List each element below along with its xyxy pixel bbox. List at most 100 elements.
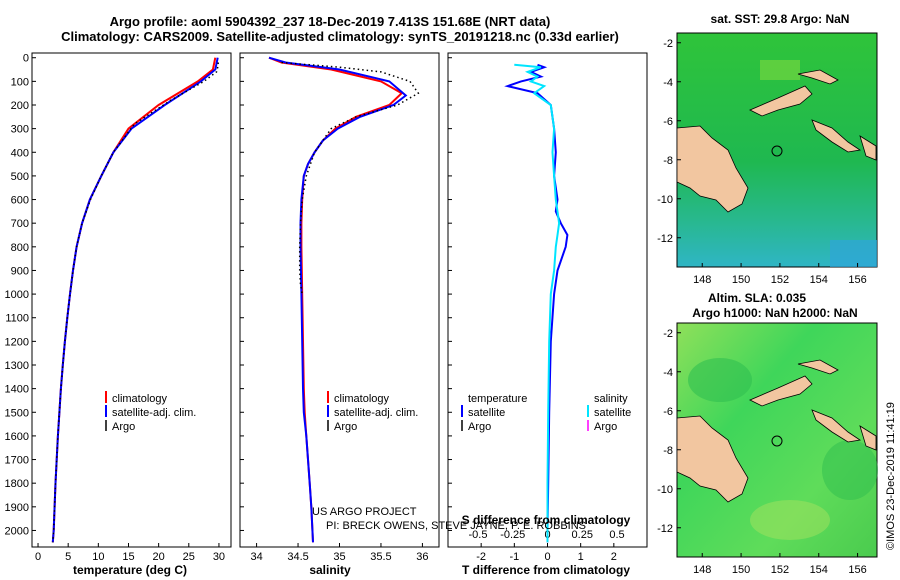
depth-tick-label: 1500 <box>5 407 29 419</box>
land-new-guinea <box>676 415 749 503</box>
legend-s-argo: Argo <box>594 421 617 433</box>
land-new-britain <box>749 85 813 117</box>
s-diff-tick-label: 0.5 <box>609 529 624 541</box>
depth-tick-label: 0 <box>23 53 29 65</box>
salinity-panel <box>239 52 440 548</box>
lat-tick-label: -12 <box>657 523 673 535</box>
lat-tick-label: -4 <box>663 367 673 379</box>
lon-tick-label: 152 <box>771 564 789 576</box>
legend-climatology: climatology <box>112 393 168 405</box>
depth-tick-label: 900 <box>11 265 29 277</box>
legend-climatology: climatology <box>334 393 390 405</box>
legend-argo: Argo <box>112 421 135 433</box>
lat-tick-label: -2 <box>663 328 673 340</box>
legend-t-argo: Argo <box>468 421 491 433</box>
series-argo <box>52 62 220 543</box>
series-satellite-adj-clim- <box>268 56 408 543</box>
credit-pi: PI: BRECK OWENS, STEVE JAYNE, P. E. ROBB… <box>326 520 586 532</box>
series-salinity-satellite <box>514 63 561 543</box>
legend-t-satellite: satellite <box>468 407 505 419</box>
depth-tick-label: 1200 <box>5 336 29 348</box>
credit-project: US ARGO PROJECT <box>312 506 417 518</box>
figure-title-line1: Argo profile: aoml 5904392_237 18-Dec-20… <box>110 14 551 29</box>
sla-map <box>676 322 878 558</box>
legend-salinity-title: salinity <box>594 393 628 405</box>
argo-float-marker <box>771 145 783 157</box>
x-tick-label: -1 <box>509 551 519 563</box>
x-tick-label: 34 <box>250 551 262 563</box>
temperature-axis-label: temperature (deg C) <box>73 563 187 577</box>
land-new-britain <box>749 375 813 407</box>
s-diff-tick-label: -0.25 <box>500 529 525 541</box>
lon-tick-label: 156 <box>848 274 866 286</box>
series-satellite-adj-clim- <box>51 57 219 543</box>
lon-tick-label: 156 <box>848 564 866 576</box>
lon-tick-label: 148 <box>693 274 711 286</box>
x-tick-label: -2 <box>476 551 486 563</box>
x-tick-label: 2 <box>611 551 617 563</box>
x-tick-label: 0 <box>544 551 550 563</box>
series-temperature-satellite <box>504 63 569 543</box>
depth-tick-label: 1300 <box>5 360 29 372</box>
map-top-title: sat. SST: 29.8 Argo: NaN <box>711 12 850 26</box>
land-bougainville <box>811 119 862 153</box>
x-ticks: 0 5 10 15 20 25 30 34 34.5 35 35.5 36 -2 -1 0 1 2 -0.5 -0.… <box>35 529 625 563</box>
x-tick-label: 25 <box>183 551 195 563</box>
lat-tick-label: -6 <box>663 406 673 418</box>
x-tick-label: 5 <box>65 551 71 563</box>
lat-tick-label: -10 <box>657 194 673 206</box>
lat-tick-label: -8 <box>663 155 673 167</box>
land-new-ireland <box>797 359 839 375</box>
depth-tick-label: 400 <box>11 147 29 159</box>
depth-tick-label: 1600 <box>5 431 29 443</box>
sla-eddy-1 <box>688 358 752 402</box>
depth-tick-label: 200 <box>11 100 29 112</box>
t-diff-axis-label: T difference from climatology <box>462 563 630 577</box>
lat-tick-label: -2 <box>663 38 673 50</box>
x-tick-label: 10 <box>92 551 104 563</box>
s-diff-tick-label: 0.25 <box>572 529 593 541</box>
salinity-axis-label: salinity <box>309 563 351 577</box>
lon-tick-label: 154 <box>810 274 828 286</box>
s-diff-axis-label: S difference from climatology <box>462 513 631 527</box>
imos-stamp: ©IMOS 23-Dec-2019 11:41:19 <box>885 402 897 550</box>
sla-eddy-2 <box>822 440 878 500</box>
legend-satellite: satellite-adj. clim. <box>112 407 196 419</box>
argo-float-marker <box>771 435 783 447</box>
x-tick-label: 35.5 <box>370 551 391 563</box>
profile-series <box>51 56 569 543</box>
depth-tick-label: 1000 <box>5 289 29 301</box>
map-bottom-title2: Argo h1000: NaN h2000: NaN <box>692 306 857 320</box>
figure-title-line2: Climatology: CARS2009. Satellite-adjuste… <box>61 29 619 44</box>
lon-tick-label: 148 <box>693 564 711 576</box>
legend-argo: Argo <box>334 421 357 433</box>
map-top-axes: -2 -4 -6 -8 -10 -12 148 150 152 154 156 <box>657 38 867 286</box>
sst-warm-patch <box>760 60 800 80</box>
lon-tick-label: 154 <box>810 564 828 576</box>
depth-tick-label: 1100 <box>5 313 29 325</box>
temperature-legend: climatology satellite-adj. clim. Argo <box>105 391 196 433</box>
difference-panel <box>447 52 648 548</box>
temperature-panel <box>31 52 232 548</box>
land-solomons <box>859 425 877 451</box>
depth-tick-label: 800 <box>11 242 29 254</box>
salinity-legend: climatology satellite-adj. clim. Argo <box>327 391 418 433</box>
land-new-ireland <box>797 69 839 85</box>
lat-tick-label: -10 <box>657 484 673 496</box>
legend-temperature-title: temperature <box>468 393 527 405</box>
depth-tick-label: 2000 <box>5 525 29 537</box>
lat-tick-label: -6 <box>663 116 673 128</box>
depth-tick-label: 1900 <box>5 502 29 514</box>
x-tick-label: 36 <box>416 551 428 563</box>
lat-tick-label: -8 <box>663 445 673 457</box>
sla-eddy-3 <box>750 500 830 540</box>
land-solomons <box>859 135 877 161</box>
x-tick-label: 35 <box>333 551 345 563</box>
x-tick-label: 20 <box>153 551 165 563</box>
lon-tick-label: 152 <box>771 274 789 286</box>
depth-tick-label: 300 <box>11 124 29 136</box>
x-tick-label: 34.5 <box>287 551 308 563</box>
map-bottom-axes: -2 -4 -6 -8 -10 -12 148 150 152 154 156 <box>657 328 867 576</box>
depth-tick-label: 1400 <box>5 384 29 396</box>
